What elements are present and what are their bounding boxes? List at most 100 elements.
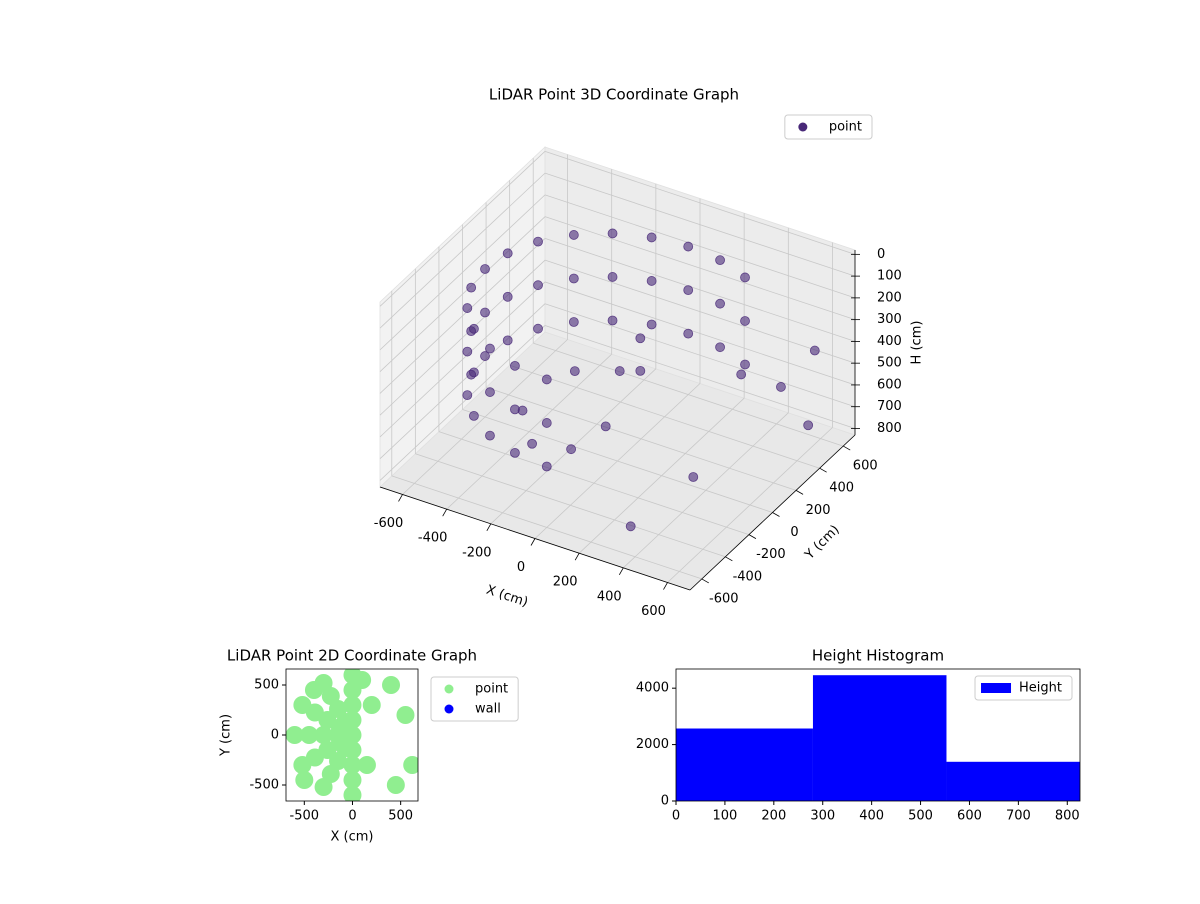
tick-mark	[486, 523, 492, 532]
y-axis-label: Y (cm)	[219, 714, 234, 757]
tick-mark	[618, 567, 624, 576]
y-tick-label: 500	[254, 678, 279, 693]
point	[803, 420, 814, 431]
tick-mark	[795, 490, 804, 495]
grid-line	[379, 303, 546, 459]
grid-line	[379, 259, 546, 416]
point	[569, 366, 580, 377]
point	[362, 696, 381, 714]
point	[469, 410, 479, 421]
grid-line	[379, 194, 546, 351]
point	[343, 696, 362, 714]
z-tick-label: 400	[877, 334, 902, 349]
point	[809, 345, 820, 356]
grid-line	[462, 409, 773, 513]
y-tick-label: -400	[733, 569, 763, 584]
x-tick-label: 400	[597, 589, 622, 604]
z-tick-label: 500	[877, 356, 902, 371]
point	[715, 255, 725, 266]
point	[688, 472, 699, 482]
y-tick-label: 0	[790, 525, 798, 540]
point	[502, 335, 513, 346]
point	[625, 521, 636, 532]
point	[740, 359, 750, 370]
point	[635, 333, 646, 344]
tick-mark	[772, 512, 780, 517]
point	[485, 343, 495, 354]
plot-frame	[675, 668, 1081, 802]
y-tick-label: 0	[661, 794, 669, 809]
y-tick-label: 200	[806, 503, 831, 518]
point	[295, 771, 314, 789]
point	[485, 430, 495, 441]
legend-marker	[444, 704, 454, 714]
z-tick-label: 300	[877, 312, 902, 327]
x-tick-label: -200	[462, 545, 492, 560]
y-tick-label: 4000	[636, 681, 669, 696]
point	[533, 236, 543, 247]
point	[343, 756, 362, 774]
point	[568, 230, 579, 240]
grid-line	[379, 151, 546, 307]
grid-line	[415, 453, 726, 558]
legend: Height	[974, 675, 1073, 701]
legend-box	[974, 675, 1073, 701]
x-axis-label: X (cm)	[331, 830, 374, 845]
legend-label: wall	[475, 702, 501, 717]
z-tick-label: 700	[877, 399, 902, 414]
x-tick-label: 0	[348, 809, 356, 824]
grid-line	[544, 150, 856, 255]
x-tick-label: 100	[712, 809, 737, 824]
point	[485, 387, 495, 397]
x-tick-label: 200	[553, 575, 578, 590]
grid-line	[544, 281, 856, 386]
y-axis	[689, 434, 856, 591]
x-tick-label: 800	[1055, 809, 1080, 824]
point	[607, 228, 618, 239]
y-tick-label: 600	[853, 459, 878, 474]
grid-line	[391, 475, 702, 580]
z-tick-label: 100	[877, 269, 902, 284]
z-tick-label: 600	[877, 377, 902, 392]
chart-title: Height Histogram	[812, 647, 944, 665]
x-tick-label: -400	[418, 531, 448, 546]
point	[541, 461, 552, 472]
point	[286, 726, 304, 744]
y-tick-label: -500	[249, 778, 279, 793]
point	[776, 382, 786, 392]
point	[480, 307, 490, 318]
grid-line	[438, 431, 750, 536]
x-tick-label: 700	[1006, 809, 1031, 824]
point	[469, 367, 479, 378]
y-tick-label: 400	[829, 481, 854, 496]
tick-mark	[819, 467, 827, 473]
x-tick-label: 600	[641, 604, 666, 619]
point	[343, 771, 362, 789]
tick-mark	[843, 445, 851, 451]
point	[607, 272, 618, 282]
grid-line	[379, 172, 546, 329]
x-axis	[379, 486, 691, 591]
point	[600, 421, 611, 432]
point	[607, 315, 618, 326]
legend-marker	[444, 684, 454, 694]
point	[683, 241, 694, 252]
legend-swatch	[981, 683, 1012, 693]
point	[480, 264, 490, 274]
legend: point wall	[430, 676, 519, 722]
legend-marker	[798, 122, 808, 132]
point	[740, 272, 750, 283]
x-tick-label: 0	[517, 560, 525, 575]
point	[568, 273, 579, 284]
x-tick-label: -600	[374, 516, 404, 531]
point	[357, 756, 376, 774]
grid-line	[544, 238, 856, 342]
point	[304, 681, 323, 699]
z-tick-label: 800	[877, 421, 902, 436]
point	[396, 706, 415, 724]
grid-line	[509, 364, 820, 469]
tick-mark	[442, 508, 448, 517]
bar	[812, 675, 947, 801]
tick-mark	[701, 578, 709, 584]
